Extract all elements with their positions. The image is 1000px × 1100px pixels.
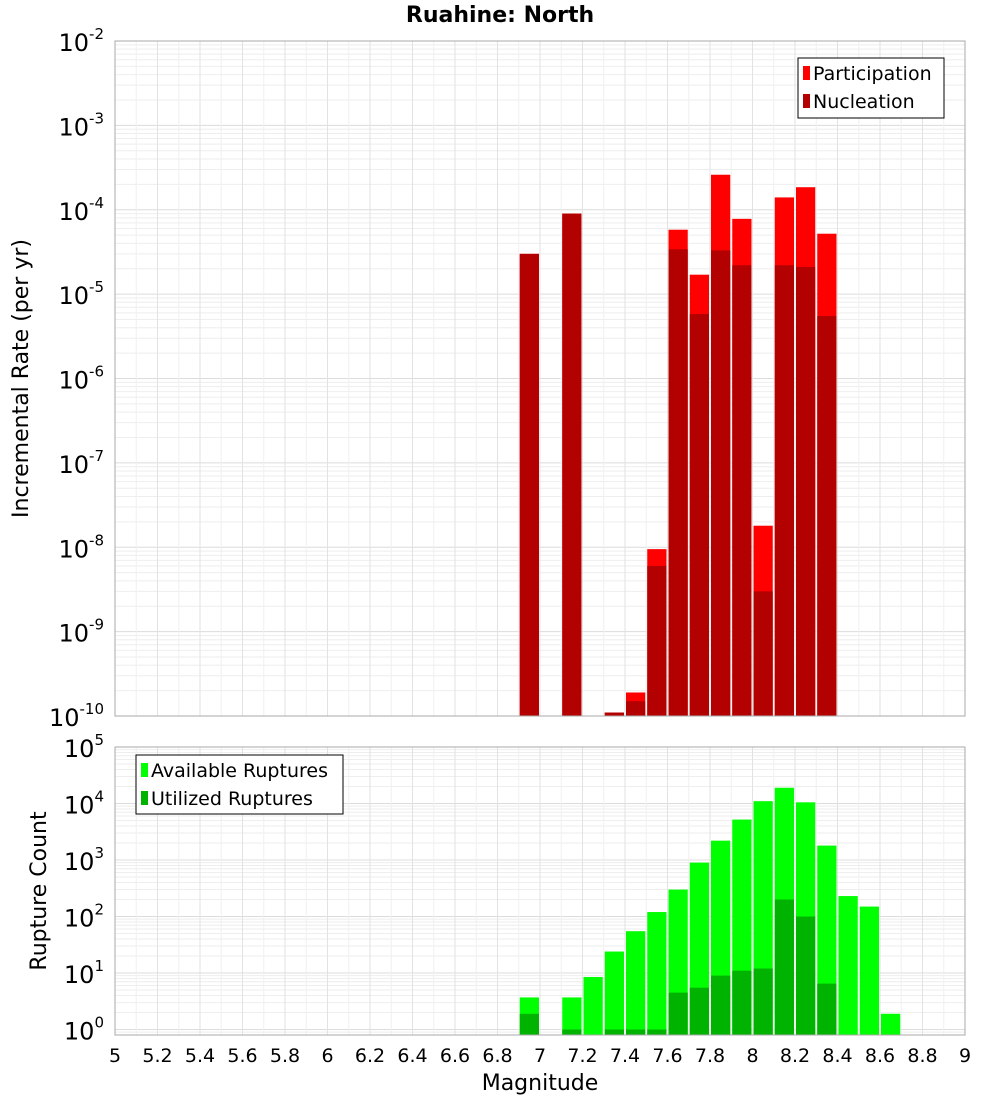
x-tick-label: 6.2	[355, 1045, 385, 1067]
y-tick-labels: 105 104 103 102 101 100	[64, 731, 104, 1046]
plot-frame	[114, 40, 966, 717]
bar-utilized-ruptures	[753, 968, 773, 1035]
legend-label: Available Ruptures	[151, 760, 328, 782]
y-tick-label: 104	[64, 788, 104, 820]
bar-available-ruptures	[583, 977, 603, 1035]
bar-nucleation	[668, 249, 688, 716]
y-tick-label: 10-8	[58, 531, 104, 563]
legend: Available Ruptures Utilized Ruptures	[135, 754, 344, 815]
y-axis-title: Incremental Rate (per yr)	[9, 239, 34, 518]
bar-nucleation	[753, 591, 773, 716]
x-tick-label: 7.8	[695, 1045, 725, 1067]
y-tick-label: 10-4	[58, 194, 104, 226]
y-tick-labels: 10-2 10-3 10-4 10-5 10-6 10-7 10-8 10-9 10-10	[49, 25, 104, 732]
x-tick-label: 6.4	[397, 1045, 427, 1067]
x-tick-label: 7.6	[652, 1045, 682, 1067]
bar-utilized-ruptures	[689, 987, 709, 1035]
bar-nucleation	[647, 565, 667, 716]
bar-utilized-ruptures	[519, 1013, 539, 1035]
bar-nucleation	[562, 213, 582, 717]
bar-nucleation	[796, 266, 816, 716]
y-tick-label: 10-3	[58, 109, 104, 141]
bar-utilized-ruptures	[604, 1029, 624, 1035]
bar-available-ruptures	[859, 906, 879, 1035]
bars	[519, 787, 901, 1035]
y-tick-label: 102	[64, 901, 104, 933]
bar-utilized-ruptures	[817, 983, 837, 1035]
bar-available-ruptures	[647, 912, 667, 1035]
y-tick-label: 10-2	[58, 25, 104, 57]
x-tick-label: 5.8	[270, 1045, 300, 1067]
x-tick-label: 8.8	[907, 1045, 937, 1067]
y-tick-label: 103	[64, 844, 104, 876]
rate-panel: 10-2 10-3 10-4 10-5 10-6 10-7 10-8 10-9 10-10 Inc…	[9, 25, 966, 732]
bar-nucleation	[774, 265, 794, 716]
bar-available-ruptures	[626, 931, 646, 1035]
y-tick-label: 10-5	[58, 278, 104, 310]
y-tick-label: 10-10	[49, 700, 104, 732]
y-tick-label: 10-9	[58, 616, 104, 648]
x-tick-label: 8.4	[822, 1045, 852, 1067]
y-tick-label: 10-6	[58, 363, 104, 395]
x-tick-label: 9	[959, 1045, 971, 1067]
bar-nucleation	[711, 250, 731, 717]
x-tick-label: 6.6	[440, 1045, 470, 1067]
x-tick-label: 5.2	[142, 1045, 172, 1067]
plot-frame	[114, 746, 966, 1036]
x-tick-label: 8	[746, 1045, 758, 1067]
chart-title: Ruahine: North	[406, 3, 594, 28]
legend-label: Nucleation	[813, 91, 915, 113]
bar-utilized-ruptures	[668, 992, 688, 1035]
x-tick-label: 8.6	[865, 1045, 895, 1067]
x-tick-label: 6	[321, 1045, 333, 1067]
bar-nucleation	[519, 253, 539, 716]
y-tick-label: 10-7	[58, 447, 104, 479]
y-tick-label: 105	[64, 731, 104, 763]
x-tick-label: 5	[109, 1045, 121, 1067]
x-tick-label: 7.2	[567, 1045, 597, 1067]
legend: Participation Nucleation	[797, 57, 945, 119]
bar-available-ruptures	[838, 896, 858, 1035]
grid	[114, 41, 966, 717]
bar-utilized-ruptures	[562, 1029, 582, 1035]
bar-utilized-ruptures	[732, 970, 752, 1035]
x-tick-label: 7	[534, 1045, 546, 1067]
bar-utilized-ruptures	[774, 899, 794, 1035]
bar-nucleation	[689, 314, 709, 716]
bar-utilized-ruptures	[796, 916, 816, 1035]
y-tick-label: 100	[64, 1014, 104, 1046]
x-tick-label: 5.4	[185, 1045, 215, 1067]
bar-utilized-ruptures	[647, 1029, 667, 1035]
bar-nucleation	[626, 701, 646, 716]
bar-utilized-ruptures	[626, 1029, 646, 1035]
x-axis-title: Magnitude	[482, 1071, 599, 1096]
y-tick-label: 101	[64, 957, 104, 989]
legend-swatch	[141, 791, 148, 805]
bar-available-ruptures	[562, 997, 582, 1035]
x-tick-label: 6.8	[482, 1045, 512, 1067]
count-panel: 105 104 103 102 101 100 Rupture Count Available…	[27, 731, 966, 1046]
bar-utilized-ruptures	[711, 975, 731, 1035]
legend-label: Utilized Ruptures	[151, 788, 313, 810]
x-tick-label: 5.6	[227, 1045, 257, 1067]
legend-swatch	[803, 94, 810, 108]
bar-nucleation	[732, 265, 752, 716]
bar-nucleation	[817, 316, 837, 716]
bar-available-ruptures	[604, 951, 624, 1035]
legend-swatch	[141, 763, 148, 777]
bar-nucleation	[604, 712, 624, 716]
legend-box	[135, 754, 344, 815]
legend-label: Participation	[813, 63, 932, 85]
x-tick-label: 8.2	[780, 1045, 810, 1067]
bars	[519, 174, 837, 717]
y-axis-title: Rupture Count	[27, 811, 52, 971]
x-tick-label: 7.4	[610, 1045, 640, 1067]
bar-available-ruptures	[881, 1013, 901, 1035]
magnitude-axis: 5 5.2 5.4 5.6 5.8 6 6.2 6.4 6.6 6.8 7 7.2 7.4 7.6 7.8 8…	[109, 1045, 971, 1067]
legend-box	[797, 57, 945, 119]
legend-swatch	[803, 66, 810, 80]
